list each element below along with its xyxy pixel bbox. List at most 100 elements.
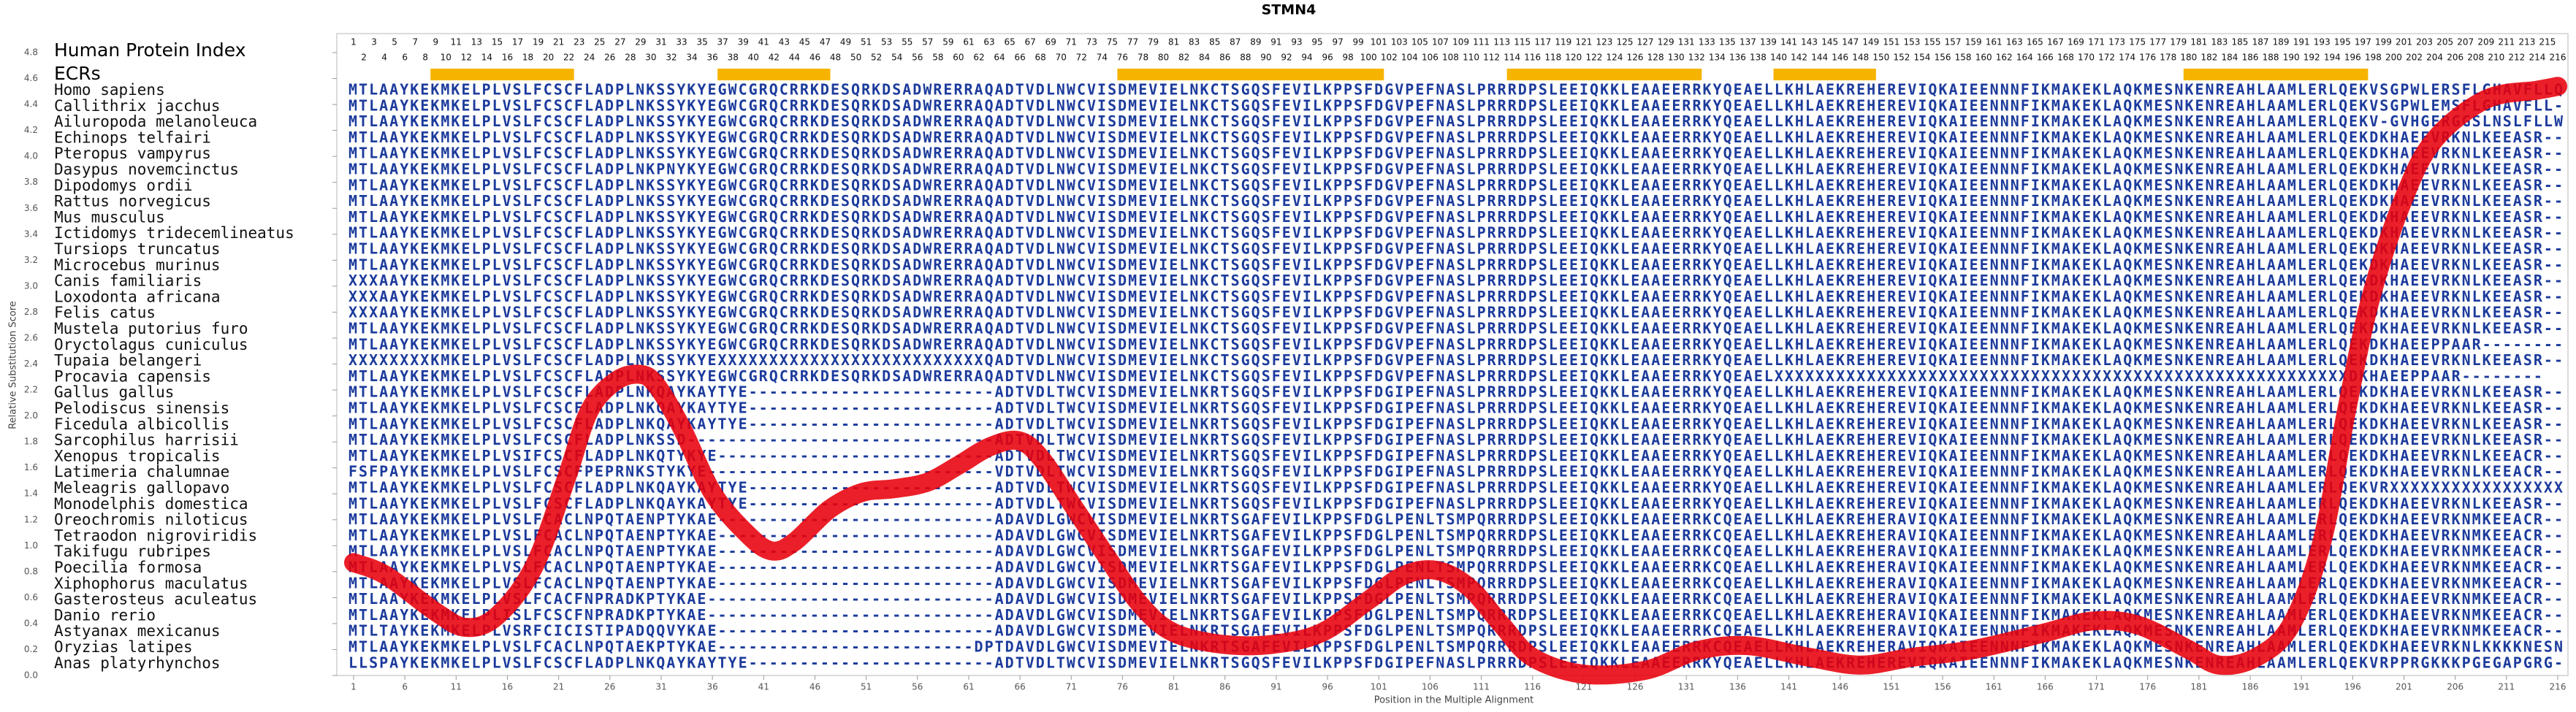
- x-tick-label: 136: [1729, 682, 1746, 692]
- index-number: 51: [861, 37, 872, 47]
- x-tick-label: 141: [1780, 682, 1797, 692]
- index-number: 92: [1281, 53, 1292, 63]
- index-number: 160: [1975, 53, 1992, 63]
- species-name: Ficedula albicollis: [54, 416, 229, 433]
- index-number: 212: [2508, 53, 2525, 63]
- x-tick-label: 106: [1422, 682, 1438, 692]
- index-number: 144: [1811, 53, 1828, 63]
- x-tick-label: 81: [1168, 682, 1179, 692]
- index-number: 46: [809, 53, 820, 63]
- index-number: 179: [2170, 37, 2187, 47]
- index-number: 45: [799, 37, 810, 47]
- x-tick-label: 76: [1117, 682, 1128, 692]
- x-tick-label: 171: [2088, 682, 2105, 692]
- index-number: 43: [779, 37, 790, 47]
- index-number: 209: [2477, 37, 2494, 47]
- index-number: 205: [2436, 37, 2453, 47]
- x-tick-label: 166: [2037, 682, 2054, 692]
- index-number: 183: [2211, 37, 2228, 47]
- index-number: 122: [1585, 53, 1602, 63]
- index-number: 180: [2180, 53, 2197, 63]
- index-number: 60: [953, 53, 964, 63]
- index-number: 153: [1903, 37, 1920, 47]
- index-number: 40: [748, 53, 759, 63]
- index-number: 185: [2232, 37, 2249, 47]
- index-number: 189: [2273, 37, 2290, 47]
- index-number: 201: [2396, 37, 2412, 47]
- index-number: 147: [1842, 37, 1859, 47]
- ecr-bar: [2183, 69, 2369, 80]
- x-tick-label: 1: [351, 682, 357, 692]
- index-number: 123: [1596, 37, 1613, 47]
- index-number: 156: [1935, 53, 1951, 63]
- index-number: 34: [686, 53, 697, 63]
- index-number: 14: [481, 53, 492, 63]
- index-number: 10: [441, 53, 451, 63]
- x-tick-label: 151: [1883, 682, 1899, 692]
- species-name: Sarcophilus harrisii: [54, 432, 239, 449]
- index-number: 71: [1066, 37, 1077, 47]
- index-number: 126: [1627, 53, 1644, 63]
- x-tick-label: 201: [2396, 682, 2412, 692]
- index-number: 203: [2416, 37, 2433, 47]
- y-tick-label: 2.8: [24, 307, 38, 317]
- index-number: 114: [1504, 53, 1520, 63]
- index-number: 22: [563, 53, 574, 63]
- index-number: 54: [891, 53, 902, 63]
- index-number: 9: [432, 37, 438, 47]
- index-number: 132: [1688, 53, 1705, 63]
- index-number: 76: [1117, 53, 1128, 63]
- index-number: 186: [2242, 53, 2259, 63]
- index-number: 188: [2263, 53, 2279, 63]
- ecr-bar: [717, 69, 831, 80]
- index-number: 39: [738, 37, 749, 47]
- index-number: 145: [1821, 37, 1838, 47]
- index-number: 21: [553, 37, 564, 47]
- index-number: 23: [573, 37, 584, 47]
- index-number: 17: [512, 37, 523, 47]
- index-number: 15: [492, 37, 503, 47]
- index-number: 33: [676, 37, 687, 47]
- species-name: Xiphophorus maculatus: [54, 575, 248, 592]
- species-name: Pteropus vampyrus: [54, 145, 211, 162]
- x-tick-label: 196: [2344, 682, 2361, 692]
- index-number: 108: [1442, 53, 1459, 63]
- species-name: Poecilia formosa: [54, 559, 202, 576]
- index-number: 77: [1127, 37, 1138, 47]
- index-number: 137: [1739, 37, 1756, 47]
- index-number: 171: [2088, 37, 2105, 47]
- sequence: MTLAAYKEKMKELPLVSLFCSCFLADPLNKSSYKYEGWCG…: [348, 112, 2564, 130]
- index-number: 159: [1965, 37, 1982, 47]
- ecr-bar: [1506, 69, 1702, 80]
- species-name: Oreochromis niloticus: [54, 511, 248, 529]
- index-number: 121: [1575, 37, 1592, 47]
- index-number: 135: [1719, 37, 1736, 47]
- x-tick-label: 16: [502, 682, 513, 692]
- index-number: 184: [2222, 53, 2238, 63]
- y-tick-label: 4.6: [24, 73, 38, 83]
- index-number: 31: [655, 37, 666, 47]
- index-number: 202: [2406, 53, 2423, 63]
- y-tick-label: 1.4: [24, 489, 38, 499]
- index-number: 128: [1647, 53, 1664, 63]
- x-tick-label: 111: [1473, 682, 1490, 692]
- index-number: 16: [502, 53, 513, 63]
- index-number: 120: [1565, 53, 1582, 63]
- y-tick-label: 1.6: [24, 462, 38, 472]
- species-name: Homo sapiens: [54, 81, 165, 99]
- index-number: 187: [2252, 37, 2269, 47]
- index-number: 69: [1045, 37, 1056, 47]
- index-number: 195: [2334, 37, 2351, 47]
- index-label: Human Protein Index: [54, 39, 246, 61]
- index-number: 2: [361, 53, 367, 63]
- index-number: 38: [728, 53, 739, 63]
- index-number: 109: [1452, 37, 1469, 47]
- species-name: Microcebus murinus: [54, 256, 221, 274]
- index-number: 75: [1107, 37, 1118, 47]
- index-number: 5: [392, 37, 397, 47]
- index-number: 20: [543, 53, 554, 63]
- index-number: 150: [1872, 53, 1889, 63]
- index-number: 177: [2149, 37, 2166, 47]
